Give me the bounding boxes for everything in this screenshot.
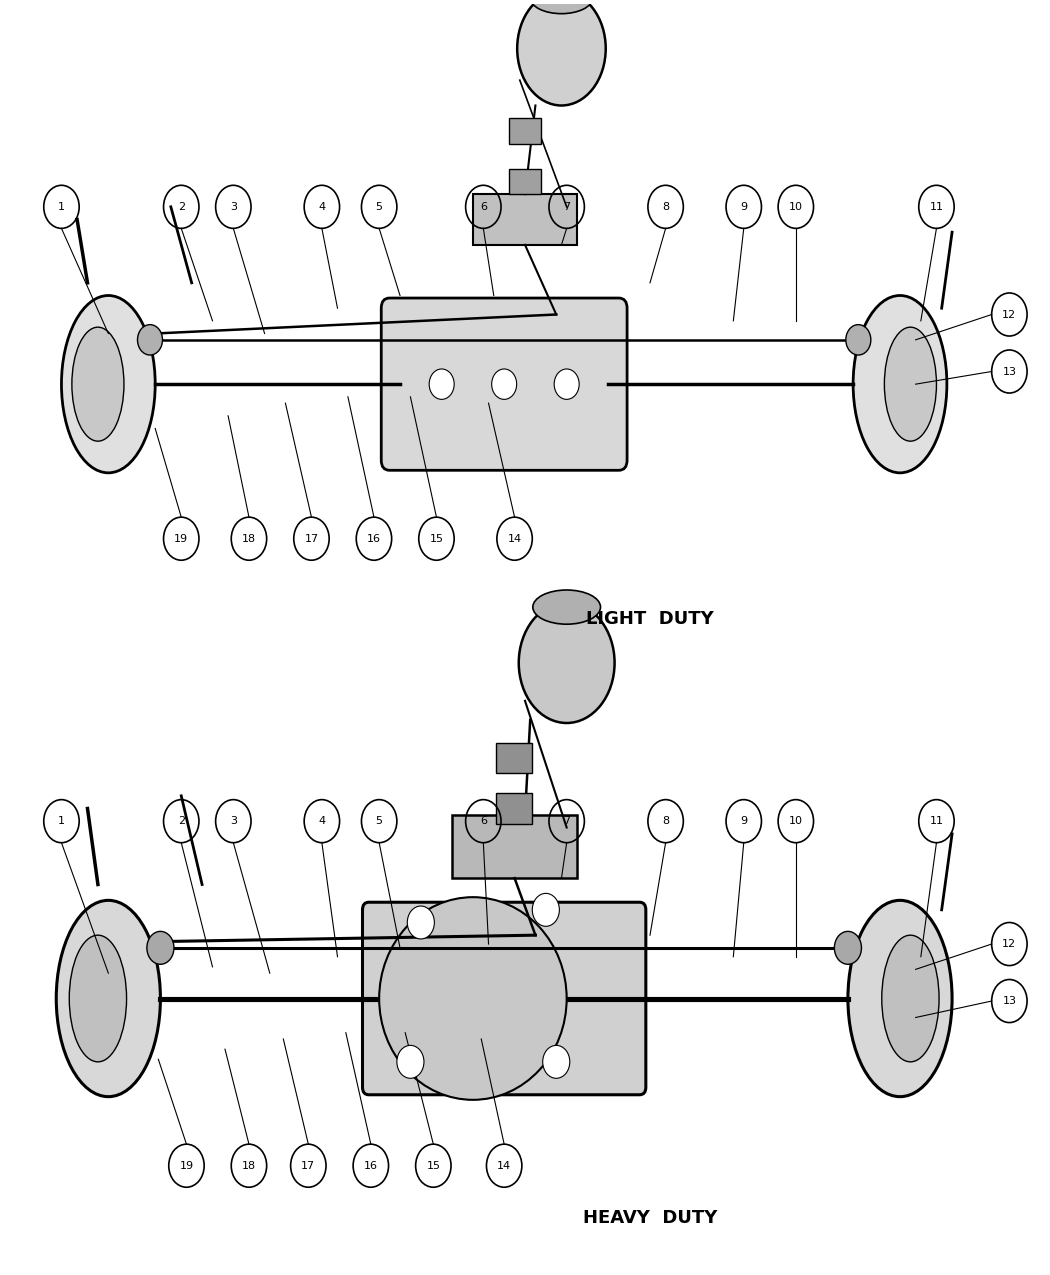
Text: 19: 19 <box>180 1160 193 1170</box>
Text: 15: 15 <box>429 534 443 543</box>
Text: 14: 14 <box>507 534 522 543</box>
Ellipse shape <box>848 900 952 1096</box>
Circle shape <box>554 368 580 399</box>
Text: 16: 16 <box>364 1160 378 1170</box>
FancyBboxPatch shape <box>381 298 627 470</box>
Ellipse shape <box>71 328 124 441</box>
Bar <box>453 815 578 878</box>
Text: 4: 4 <box>318 201 326 212</box>
Bar <box>496 793 532 824</box>
Circle shape <box>532 894 560 927</box>
Text: 19: 19 <box>174 534 188 543</box>
Circle shape <box>491 368 517 399</box>
Text: 6: 6 <box>480 816 487 826</box>
Circle shape <box>429 368 455 399</box>
Text: 6: 6 <box>480 201 487 212</box>
Bar <box>472 194 578 245</box>
FancyBboxPatch shape <box>362 903 646 1095</box>
Bar <box>496 742 532 773</box>
Text: 9: 9 <box>740 201 748 212</box>
Text: 18: 18 <box>242 1160 256 1170</box>
Circle shape <box>835 931 861 964</box>
Text: 8: 8 <box>663 201 669 212</box>
Text: 11: 11 <box>929 816 944 826</box>
Text: 3: 3 <box>230 201 237 212</box>
Text: 3: 3 <box>230 816 237 826</box>
Text: 12: 12 <box>1003 310 1016 320</box>
Text: 17: 17 <box>304 534 318 543</box>
Circle shape <box>846 325 870 354</box>
Circle shape <box>147 931 174 964</box>
Text: 14: 14 <box>497 1160 511 1170</box>
Text: HEAVY  DUTY: HEAVY DUTY <box>583 1209 717 1227</box>
Text: 18: 18 <box>242 534 256 543</box>
Text: 13: 13 <box>1003 366 1016 376</box>
Text: 5: 5 <box>376 816 382 826</box>
Ellipse shape <box>379 898 567 1100</box>
Text: 9: 9 <box>740 816 748 826</box>
Ellipse shape <box>519 603 614 723</box>
Ellipse shape <box>62 296 155 473</box>
Ellipse shape <box>853 296 947 473</box>
Text: 2: 2 <box>177 816 185 826</box>
Text: 12: 12 <box>1003 938 1016 949</box>
Text: 2: 2 <box>177 201 185 212</box>
Text: 16: 16 <box>366 534 381 543</box>
Ellipse shape <box>532 590 601 625</box>
Ellipse shape <box>57 900 161 1096</box>
Text: 8: 8 <box>663 816 669 826</box>
Text: 7: 7 <box>563 201 570 212</box>
Text: 15: 15 <box>426 1160 440 1170</box>
Ellipse shape <box>882 935 939 1062</box>
Circle shape <box>397 1046 424 1079</box>
Ellipse shape <box>69 935 127 1062</box>
Text: 10: 10 <box>789 816 803 826</box>
Text: 17: 17 <box>301 1160 315 1170</box>
Ellipse shape <box>884 328 937 441</box>
Text: 13: 13 <box>1003 996 1016 1006</box>
Text: 1: 1 <box>58 816 65 826</box>
Bar <box>509 168 541 194</box>
Circle shape <box>138 325 163 354</box>
Text: 4: 4 <box>318 816 326 826</box>
Text: LIGHT  DUTY: LIGHT DUTY <box>586 609 714 627</box>
Text: 10: 10 <box>789 201 803 212</box>
Ellipse shape <box>530 0 592 14</box>
Bar <box>509 119 541 144</box>
Text: 7: 7 <box>563 816 570 826</box>
Ellipse shape <box>518 0 606 106</box>
Circle shape <box>407 907 435 938</box>
Text: 1: 1 <box>58 201 65 212</box>
Circle shape <box>543 1046 570 1079</box>
Text: 5: 5 <box>376 201 382 212</box>
Text: 11: 11 <box>929 201 944 212</box>
